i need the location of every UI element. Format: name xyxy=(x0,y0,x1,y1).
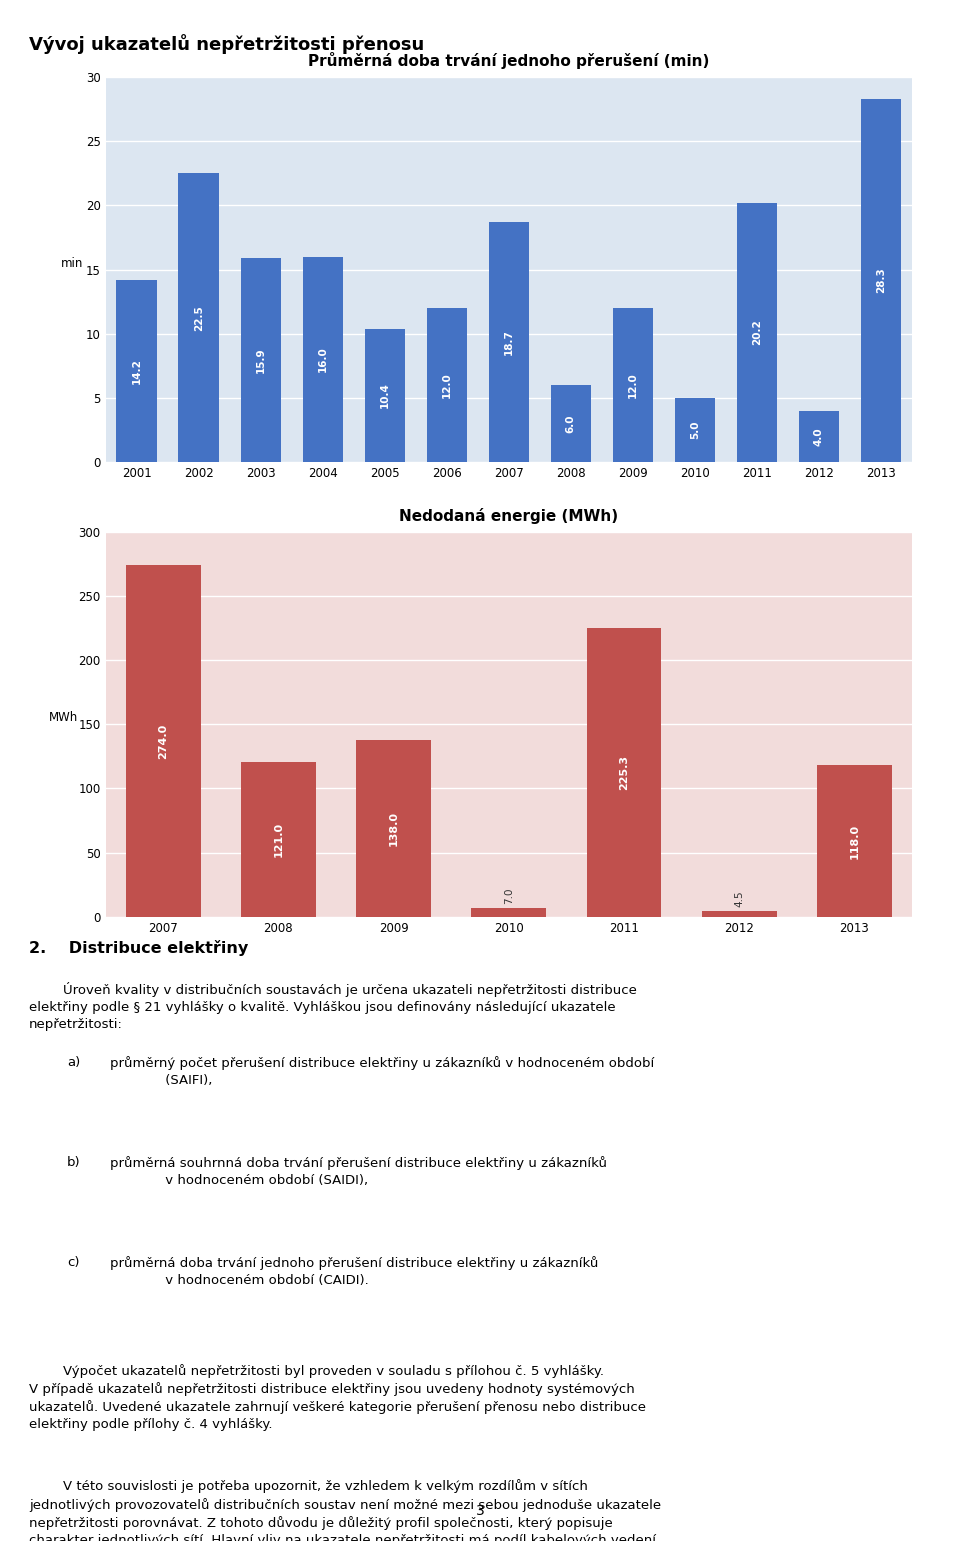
Title: Průměrná doba trvání jednoho přerušení (min): Průměrná doba trvání jednoho přerušení (… xyxy=(308,52,709,69)
Bar xyxy=(861,99,901,462)
Bar xyxy=(799,411,839,462)
Text: 28.3: 28.3 xyxy=(876,268,886,293)
Text: Vývoj ukazatelů nepřetržitosti přenosu: Vývoj ukazatelů nepřetržitosti přenosu xyxy=(29,34,424,54)
Bar xyxy=(241,259,281,462)
Text: 5.0: 5.0 xyxy=(690,421,700,439)
Text: 118.0: 118.0 xyxy=(850,823,859,858)
Text: 138.0: 138.0 xyxy=(389,811,398,846)
Bar xyxy=(365,328,405,462)
Text: 225.3: 225.3 xyxy=(619,755,629,789)
Text: průměrná doba trvání jednoho přerušení distribuce elektřiny u zákazníků
        : průměrná doba trvání jednoho přerušení d… xyxy=(110,1256,599,1287)
Text: 6.0: 6.0 xyxy=(565,415,576,433)
Text: b): b) xyxy=(67,1156,81,1168)
Y-axis label: MWh: MWh xyxy=(49,712,79,724)
Text: V této souvislosti je potřeba upozornit, že vzhledem k velkým rozdílům v sítích
: V této souvislosti je potřeba upozornit,… xyxy=(29,1479,660,1541)
Text: 274.0: 274.0 xyxy=(158,723,168,758)
Bar xyxy=(817,766,892,917)
Text: 4.5: 4.5 xyxy=(734,891,744,908)
Text: Úroveň kvality v distribučních soustavách je určena ukazateli nepřetržitosti dis: Úroveň kvality v distribučních soustavác… xyxy=(29,982,636,1031)
Text: 16.0: 16.0 xyxy=(318,347,327,373)
Text: průměrná souhrnná doba trvání přerušení distribuce elektřiny u zákazníků
       : průměrná souhrnná doba trvání přerušení … xyxy=(110,1156,608,1187)
Text: a): a) xyxy=(67,1056,81,1068)
Text: 20.2: 20.2 xyxy=(752,319,762,345)
Title: Nedodaná energie (MWh): Nedodaná energie (MWh) xyxy=(399,507,618,524)
Bar xyxy=(702,911,777,917)
Bar xyxy=(426,308,467,462)
Text: 4.0: 4.0 xyxy=(814,427,824,445)
Text: c): c) xyxy=(67,1256,80,1268)
Bar xyxy=(116,280,156,462)
Text: 12.0: 12.0 xyxy=(442,373,452,398)
Text: 3: 3 xyxy=(475,1504,485,1518)
Text: průměrný počet přerušení distribuce elektřiny u zákazníků v hodnoceném období
  : průměrný počet přerušení distribuce elek… xyxy=(110,1056,655,1086)
Bar xyxy=(489,222,529,462)
Bar xyxy=(241,761,316,917)
Text: 7.0: 7.0 xyxy=(504,888,514,905)
Bar xyxy=(179,174,219,462)
Text: 2.    Distribuce elektřiny: 2. Distribuce elektřiny xyxy=(29,940,248,955)
Bar xyxy=(356,740,431,917)
Bar xyxy=(471,908,546,917)
Text: 121.0: 121.0 xyxy=(274,821,283,857)
Bar xyxy=(675,398,715,462)
Bar xyxy=(587,627,661,917)
Text: 10.4: 10.4 xyxy=(380,382,390,408)
Bar xyxy=(551,385,591,462)
Text: 18.7: 18.7 xyxy=(504,330,514,354)
Text: 12.0: 12.0 xyxy=(628,373,637,398)
Text: Výpočet ukazatelů nepřetržitosti byl proveden v souladu s přílohou č. 5 vyhlášky: Výpočet ukazatelů nepřetržitosti byl pro… xyxy=(29,1364,646,1432)
Bar xyxy=(736,203,777,462)
Text: 22.5: 22.5 xyxy=(194,305,204,331)
Text: 15.9: 15.9 xyxy=(255,347,266,373)
Bar xyxy=(302,257,343,462)
Y-axis label: min: min xyxy=(60,257,83,270)
Bar xyxy=(612,308,653,462)
Bar xyxy=(126,566,201,917)
Text: 14.2: 14.2 xyxy=(132,358,142,384)
